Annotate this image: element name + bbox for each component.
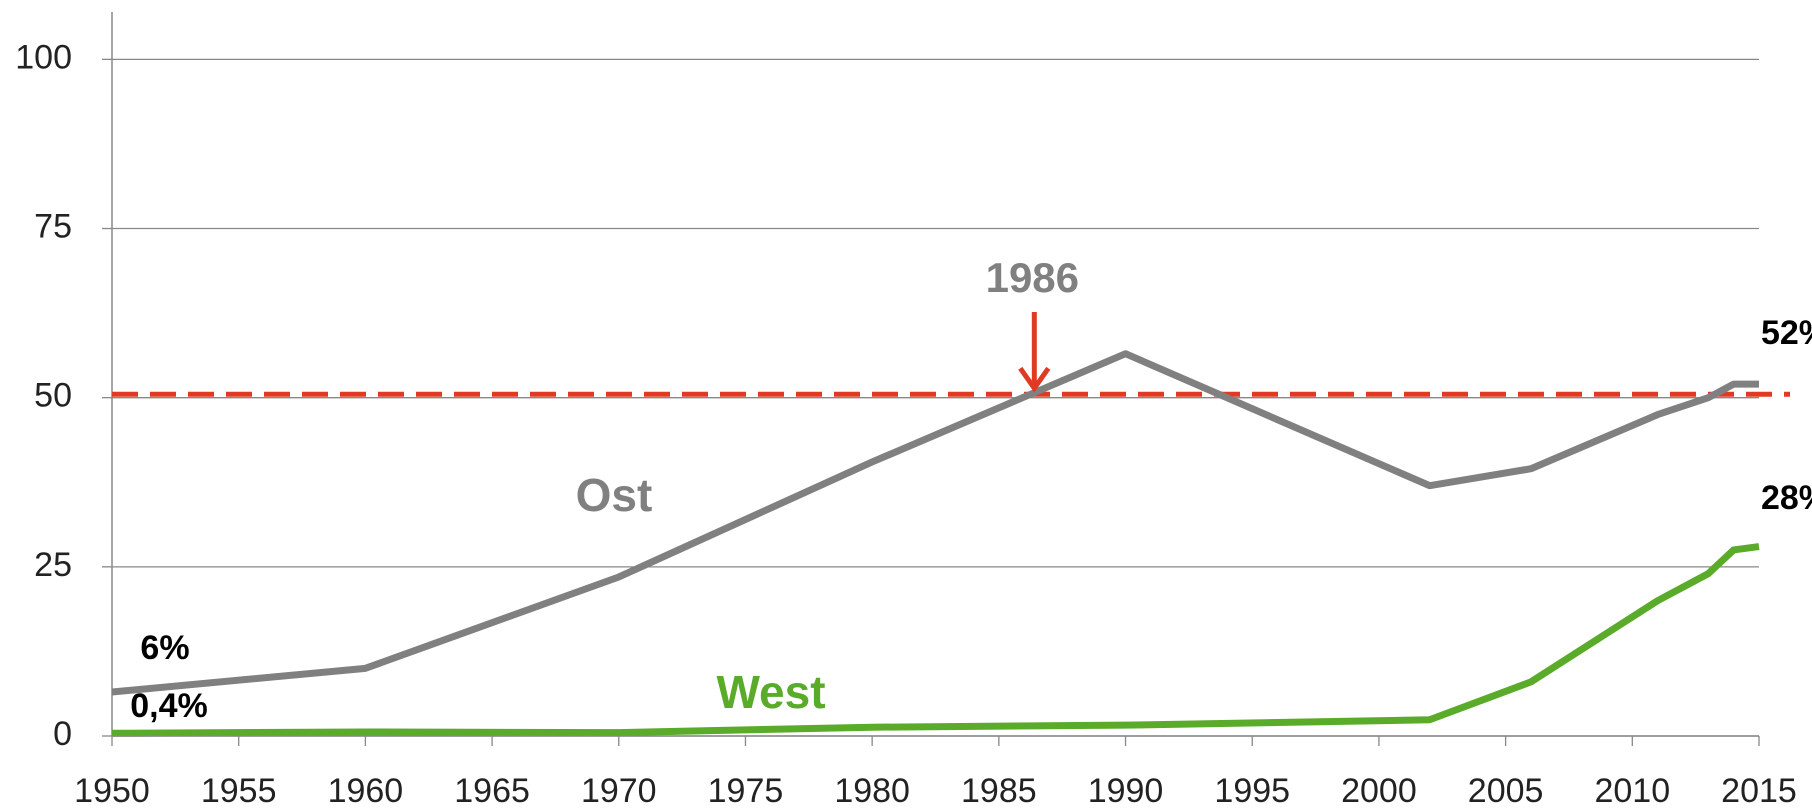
annotation: 52% [1761,314,1812,352]
x-tick-label: 1990 [1088,772,1164,809]
series-label: Ost [576,469,653,521]
x-tick-label: 1980 [834,772,910,809]
y-tick-label: 75 [34,208,72,246]
series-line [111,350,1759,696]
series-line [111,543,1760,737]
x-tick-label: 1955 [201,772,277,809]
y-tick-label: 100 [15,38,72,76]
arrow-label: 1986 [986,254,1079,301]
x-tick-label: 2005 [1468,772,1544,809]
x-tick-label: 1995 [1214,772,1290,809]
y-tick-label: 0 [53,715,72,753]
annotation: 6% [140,629,189,667]
y-tick-label: 25 [34,546,72,584]
series-label: West [716,666,825,718]
x-tick-label: 1965 [454,772,530,809]
x-tick-label: 1960 [328,772,404,809]
x-tick-label: 1985 [961,772,1037,809]
arrow-head [1018,366,1051,393]
annotation: 0,4% [130,687,208,725]
y-tick-label: 50 [34,377,72,415]
x-tick-label: 2000 [1341,772,1417,809]
x-tick-label: 1975 [708,772,784,809]
annotation: 28% [1761,479,1812,517]
x-tick-label: 2010 [1594,772,1670,809]
x-tick-label: 1950 [74,772,150,809]
x-tick-label: 2015 [1721,772,1797,809]
x-tick-label: 1970 [581,772,657,809]
